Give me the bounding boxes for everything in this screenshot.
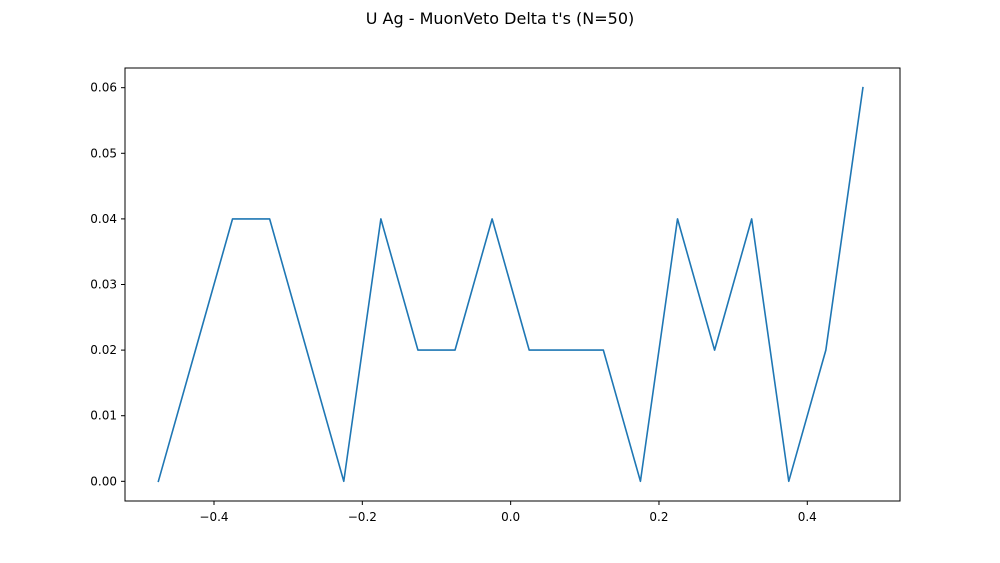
x-tick-label: 0.4 [798,510,817,524]
x-tick-label: 0.2 [649,510,668,524]
y-tick-label: 0.00 [90,474,117,488]
chart-title: U Ag - MuonVeto Delta t's (N=50) [366,9,635,28]
y-tick-label: 0.02 [90,343,117,357]
y-axis: 0.00 0.01 0.02 0.03 0.04 0.05 0.06 [90,81,125,488]
axes-frame [124,67,901,502]
y-tick-label: 0.01 [90,409,117,423]
x-axis: −0.4 −0.2 0.0 0.2 0.4 [199,501,817,524]
x-tick-label: −0.2 [348,510,377,524]
y-tick-label: 0.05 [90,146,117,160]
series-line-0 [157,86,864,483]
x-tick-label: 0.0 [501,510,520,524]
y-tick-label: 0.06 [90,81,117,95]
y-tick-label: 0.04 [90,212,117,226]
x-tick-label: −0.4 [199,510,228,524]
plot-area [157,86,864,483]
y-tick-label: 0.03 [90,278,117,292]
